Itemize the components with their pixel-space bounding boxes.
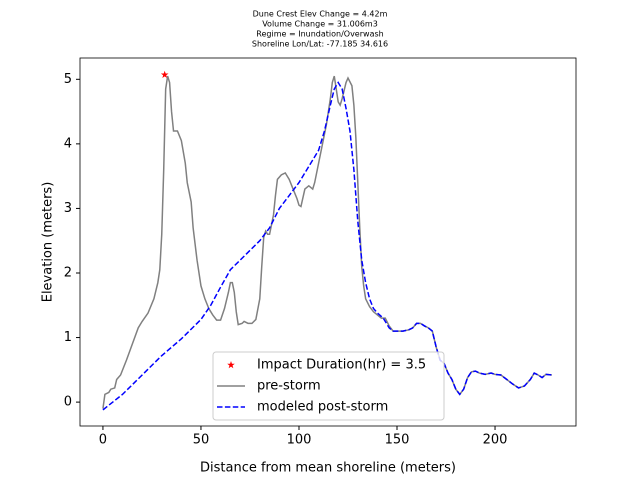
- plot-frame: [79, 57, 577, 427]
- y-tick-label: 3: [64, 201, 72, 216]
- x-tick-label: 0: [99, 433, 107, 448]
- legend-label: Impact Duration(hr) = 3.5: [257, 358, 426, 373]
- chart-title: Regime = Inundation/Overwash: [256, 30, 383, 39]
- y-tick-label: 5: [64, 72, 72, 87]
- y-axis-label: Elevation (meters): [41, 182, 56, 303]
- data-line: [102, 81, 552, 411]
- chart-title: Shoreline Lon/Lat: -77.185 34.616: [252, 40, 388, 49]
- legend-box: [212, 351, 445, 421]
- y-tick-label: 1: [64, 330, 72, 345]
- y-tick-label: 2: [64, 265, 72, 280]
- chart-title: Dune Crest Elev Change = 4.42m: [253, 10, 388, 19]
- x-axis-label: Distance from mean shoreline (meters): [200, 461, 456, 476]
- x-tick-label: 150: [385, 433, 410, 448]
- x-tick-label: 200: [483, 433, 508, 448]
- chart-title: Volume Change = 31.006m3: [262, 20, 378, 29]
- x-tick-label: 100: [287, 433, 312, 448]
- y-tick-label: 4: [64, 136, 72, 151]
- legend-label: pre-storm: [257, 379, 321, 394]
- y-tick-label: 0: [64, 395, 72, 410]
- data-point: [160, 70, 169, 79]
- legend-label: modeled post-storm: [257, 400, 388, 415]
- legend-marker: [227, 361, 235, 369]
- x-tick-label: 50: [193, 433, 210, 448]
